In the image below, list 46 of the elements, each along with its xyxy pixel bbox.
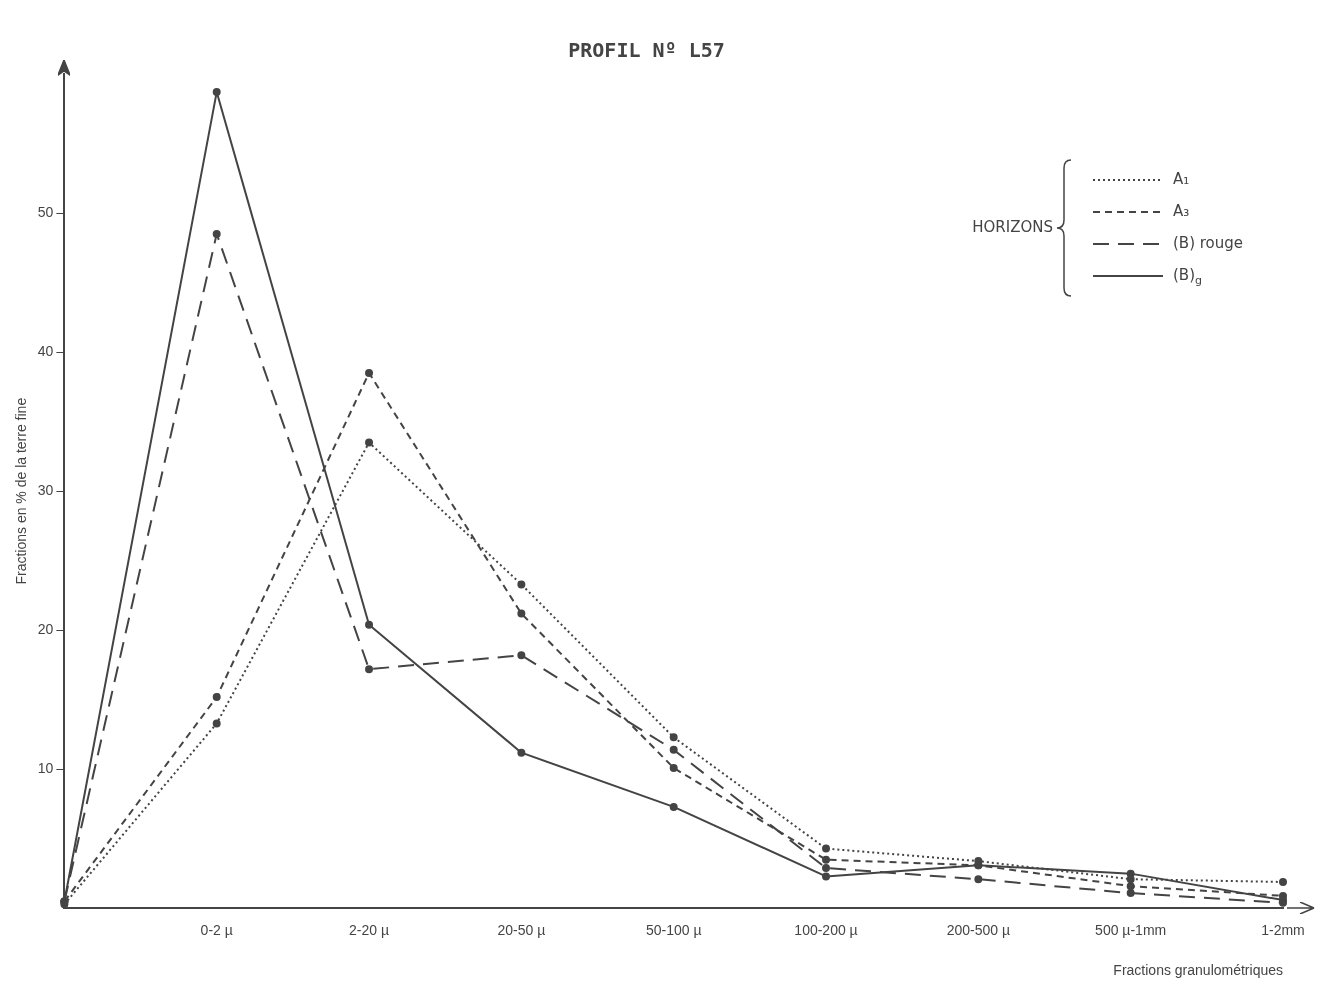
point — [517, 651, 526, 660]
point — [669, 733, 678, 742]
point — [365, 368, 374, 377]
y-tick-label: 40 — [37, 342, 54, 359]
chart-title: PROFIL Nº L57 — [568, 38, 725, 63]
point — [669, 745, 678, 754]
x-axis-title: Fractions granulométriques — [1113, 962, 1283, 979]
x-tick-label: 2-20 µ — [349, 921, 390, 938]
point — [365, 438, 374, 447]
point — [212, 88, 221, 97]
point — [822, 855, 831, 864]
legend-label: A₁ — [1173, 169, 1190, 188]
x-tick-label: 100-200 µ — [794, 921, 858, 938]
point — [1126, 882, 1135, 891]
point — [1279, 877, 1287, 886]
point — [822, 844, 831, 853]
legend-label: A₃ — [1173, 201, 1190, 220]
legend-title: HORIZONS — [972, 217, 1053, 236]
point — [669, 802, 678, 811]
point — [365, 620, 374, 629]
point — [517, 609, 526, 618]
point — [365, 665, 374, 674]
y-tick-label: 20 — [37, 621, 54, 638]
x-tick-label: 500 µ-1mm — [1095, 921, 1167, 938]
point — [1126, 889, 1135, 898]
point — [517, 580, 526, 589]
point — [1126, 875, 1135, 884]
y-axis-title: Fractions en % de la terre fine — [13, 397, 30, 585]
x-tick-label: 200-500 µ — [946, 921, 1011, 938]
x-tick-label: 1-2mm — [1261, 921, 1305, 938]
point — [1279, 891, 1287, 900]
y-tick-label: 10 — [37, 760, 54, 777]
y-tick-label: 30 — [37, 482, 54, 499]
x-tick-label: 50-100 µ — [645, 921, 702, 938]
legend-label: (B) rouge — [1173, 233, 1244, 252]
point — [822, 864, 831, 873]
point — [212, 693, 221, 702]
x-tick-label: 20-50 µ — [497, 921, 546, 938]
point — [517, 748, 526, 757]
point — [669, 763, 678, 772]
point — [822, 872, 831, 881]
y-tick-label: 50 — [37, 203, 54, 220]
point — [212, 229, 221, 238]
x-tick-label: 0-2 µ — [200, 921, 233, 938]
point — [212, 719, 221, 728]
point — [974, 875, 983, 884]
